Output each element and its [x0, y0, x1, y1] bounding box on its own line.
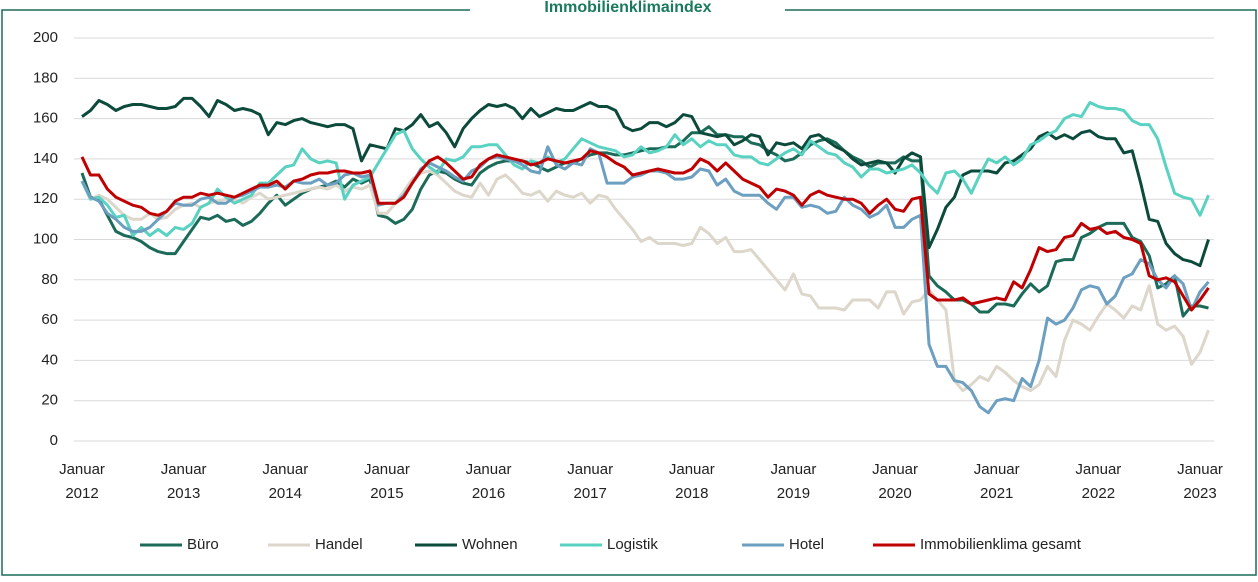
series-line — [81, 96, 1210, 268]
x-tick-label: Januar 2014 — [262, 461, 308, 502]
y-tick-label: 40 — [41, 351, 58, 368]
series-line — [80, 149, 1210, 312]
legend-label: Immobilienklima gesamt — [920, 536, 1082, 553]
legend-label: Logistik — [607, 536, 658, 553]
series-line — [80, 125, 1209, 318]
x-tick-label: Januar 2015 — [364, 461, 410, 502]
chart-title: Immobilienklimaindex — [544, 0, 711, 16]
legend-label: Handel — [315, 536, 363, 553]
x-tick-label: Januar 2022 — [1075, 461, 1121, 502]
y-tick-label: 80 — [41, 271, 58, 288]
x-tick-label: Januar 2013 — [161, 461, 207, 502]
legend-label: Büro — [187, 536, 219, 553]
y-tick-label: 140 — [33, 150, 58, 167]
x-tick-label: Januar 2012 — [59, 461, 105, 502]
series-line — [80, 101, 1210, 237]
legend-label: Hotel — [789, 536, 824, 553]
y-tick-label: 60 — [41, 311, 58, 328]
x-tick-label: Januar 2018 — [669, 461, 715, 502]
y-tick-label: 100 — [33, 230, 58, 247]
x-tick-label: Januar 2023 — [1177, 461, 1223, 502]
x-tick-label: Januar 2017 — [567, 461, 613, 502]
y-tick-label: 160 — [33, 110, 58, 127]
x-tick-label: Januar 2021 — [974, 461, 1020, 502]
y-tick-label: 0 — [50, 432, 58, 449]
legend-label: Wohnen — [462, 536, 518, 553]
y-tick-label: 20 — [41, 392, 58, 409]
x-tick-label: Januar 2019 — [771, 461, 817, 502]
frame — [1, 9, 1257, 576]
y-tick-label: 180 — [33, 69, 58, 86]
x-tick-label: Januar 2020 — [872, 461, 918, 502]
x-tick-label: Januar 2016 — [466, 461, 512, 502]
y-tick-label: 200 — [33, 29, 58, 46]
y-tick-label: 120 — [33, 190, 58, 207]
